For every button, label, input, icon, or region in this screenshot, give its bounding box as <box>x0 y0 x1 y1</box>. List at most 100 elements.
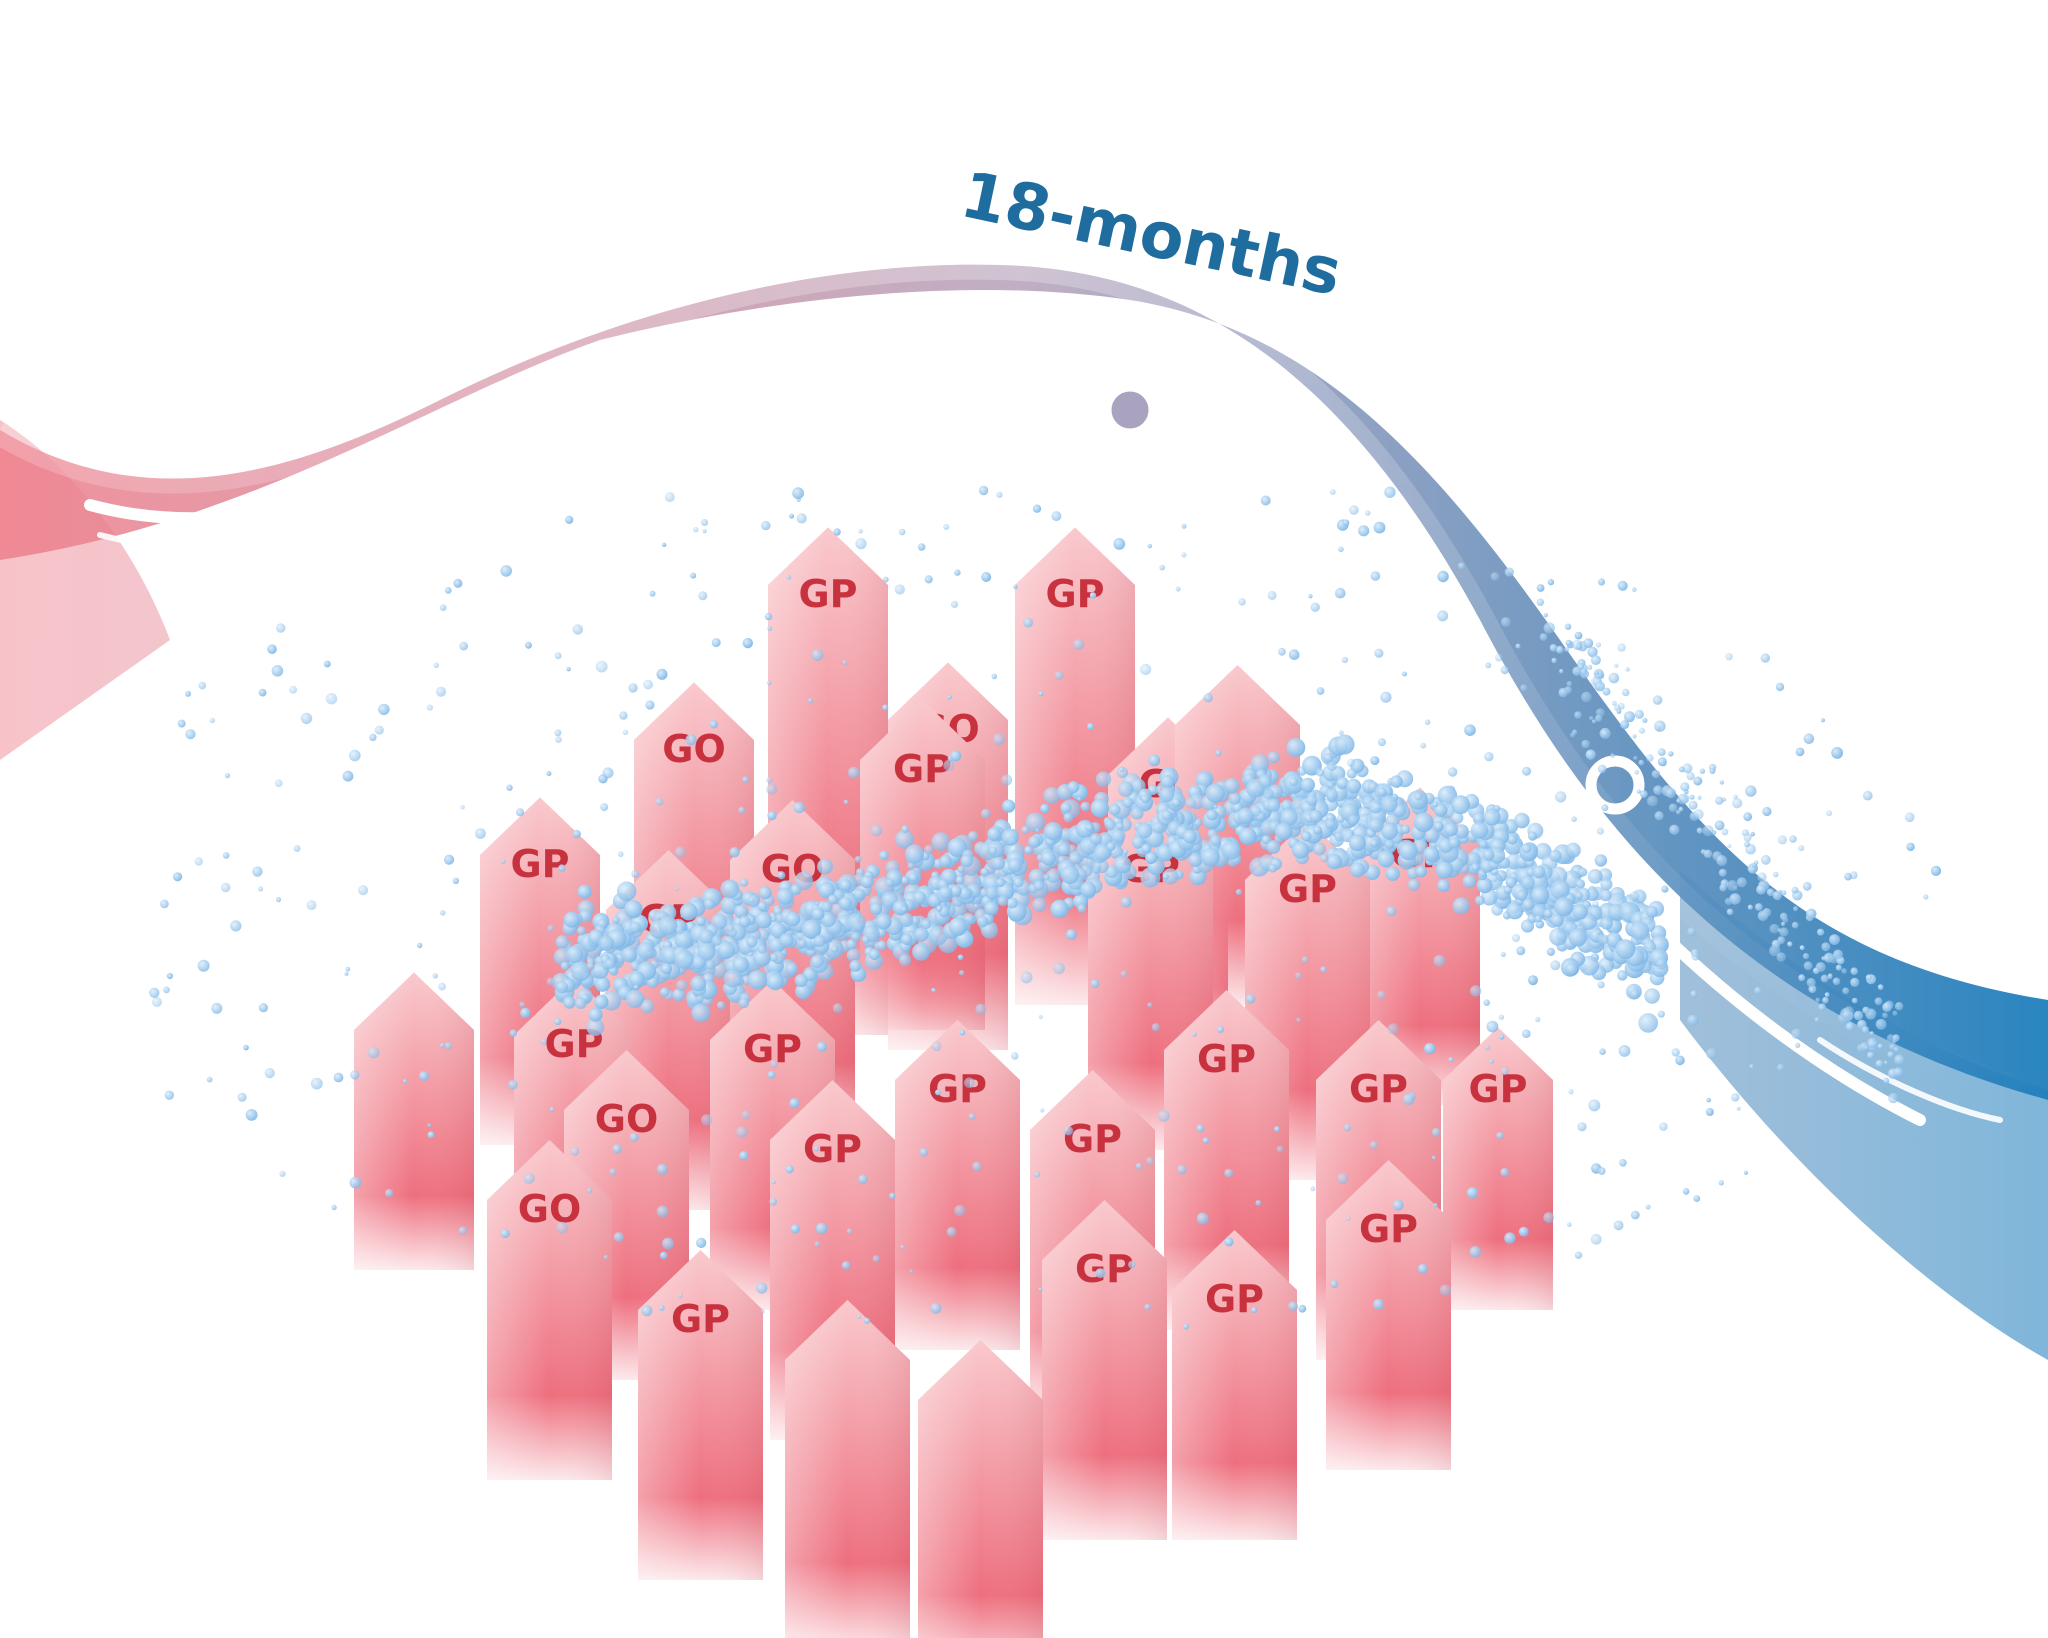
particle <box>1600 878 1613 891</box>
particle <box>1032 897 1047 912</box>
particle <box>1250 754 1269 773</box>
particle <box>1806 908 1817 919</box>
particle <box>693 527 699 533</box>
particle <box>1875 1059 1884 1068</box>
particle <box>1451 811 1464 824</box>
particle <box>1567 1222 1572 1227</box>
particle <box>1288 649 1300 660</box>
particle <box>1484 752 1494 762</box>
particle <box>1013 584 1018 589</box>
particle <box>1520 684 1528 692</box>
particle <box>1159 787 1175 803</box>
particle <box>436 686 446 697</box>
particle <box>767 626 773 631</box>
particle <box>1762 806 1772 817</box>
particle <box>1368 817 1384 833</box>
particle <box>1597 981 1605 989</box>
pillar: GP <box>1164 990 1289 1330</box>
particle <box>1642 717 1648 723</box>
particle <box>221 882 231 893</box>
particle <box>739 878 749 887</box>
particle <box>1267 751 1280 764</box>
particle <box>586 1018 605 1037</box>
particle <box>790 884 802 896</box>
particle <box>1823 954 1831 962</box>
particle <box>1137 822 1153 839</box>
particle <box>1479 840 1488 849</box>
particle <box>1771 939 1781 949</box>
particle <box>1491 903 1504 916</box>
particle <box>1280 808 1298 826</box>
particle <box>546 771 552 776</box>
particle <box>1385 866 1400 881</box>
particle <box>760 1309 765 1314</box>
particle <box>1182 829 1197 844</box>
particle <box>570 1147 580 1156</box>
particle <box>868 948 881 961</box>
particle <box>378 703 390 716</box>
particle <box>1547 578 1555 586</box>
particle <box>1245 993 1256 1004</box>
particle <box>1757 872 1767 882</box>
particle <box>1618 702 1625 710</box>
particle <box>1809 987 1815 993</box>
particle <box>1787 941 1793 947</box>
particle <box>1729 893 1741 905</box>
particle <box>1594 670 1599 675</box>
particle <box>1696 827 1703 834</box>
particle <box>1434 803 1448 817</box>
particle <box>1574 1251 1583 1259</box>
particle <box>588 1007 603 1022</box>
particle <box>197 959 210 972</box>
particle <box>1802 881 1812 891</box>
particle <box>1377 850 1395 868</box>
particle <box>656 1205 669 1218</box>
particle <box>149 987 160 998</box>
particle <box>993 733 1005 746</box>
particle <box>1599 1048 1606 1055</box>
particle <box>643 679 653 690</box>
particle <box>1791 921 1799 929</box>
particle <box>1521 875 1535 890</box>
pillar <box>918 1340 1043 1638</box>
particle <box>1090 798 1110 818</box>
particle <box>1067 781 1080 794</box>
particle <box>1518 1226 1529 1237</box>
particle <box>770 916 777 923</box>
particle <box>560 961 570 971</box>
particle <box>655 797 664 806</box>
particle <box>1483 999 1490 1006</box>
particle <box>1629 891 1640 902</box>
particle <box>968 1113 976 1120</box>
particle <box>1089 592 1097 599</box>
particle <box>755 911 773 929</box>
particle <box>1828 973 1833 978</box>
particle <box>785 911 801 927</box>
particle <box>1923 894 1929 900</box>
particle <box>1574 711 1582 719</box>
particle <box>1499 1034 1505 1040</box>
particle <box>460 804 465 810</box>
particle <box>1130 806 1144 820</box>
particle <box>1278 647 1286 656</box>
particle <box>1842 987 1850 995</box>
particle <box>1181 523 1187 529</box>
particle <box>1638 759 1645 766</box>
particle <box>1532 904 1547 919</box>
particle <box>194 857 203 866</box>
particle <box>640 999 655 1014</box>
particle <box>1795 747 1805 757</box>
particle <box>230 920 242 932</box>
particle <box>847 766 860 779</box>
particle <box>547 924 555 932</box>
particle <box>818 882 835 899</box>
particle <box>1261 834 1272 845</box>
particle <box>1559 669 1564 674</box>
particle <box>1736 877 1747 888</box>
particle <box>1514 812 1530 829</box>
particle <box>1543 1212 1555 1223</box>
particle <box>1431 1155 1437 1160</box>
particle <box>662 1237 674 1250</box>
particle <box>1589 716 1594 721</box>
particle <box>1267 798 1281 812</box>
